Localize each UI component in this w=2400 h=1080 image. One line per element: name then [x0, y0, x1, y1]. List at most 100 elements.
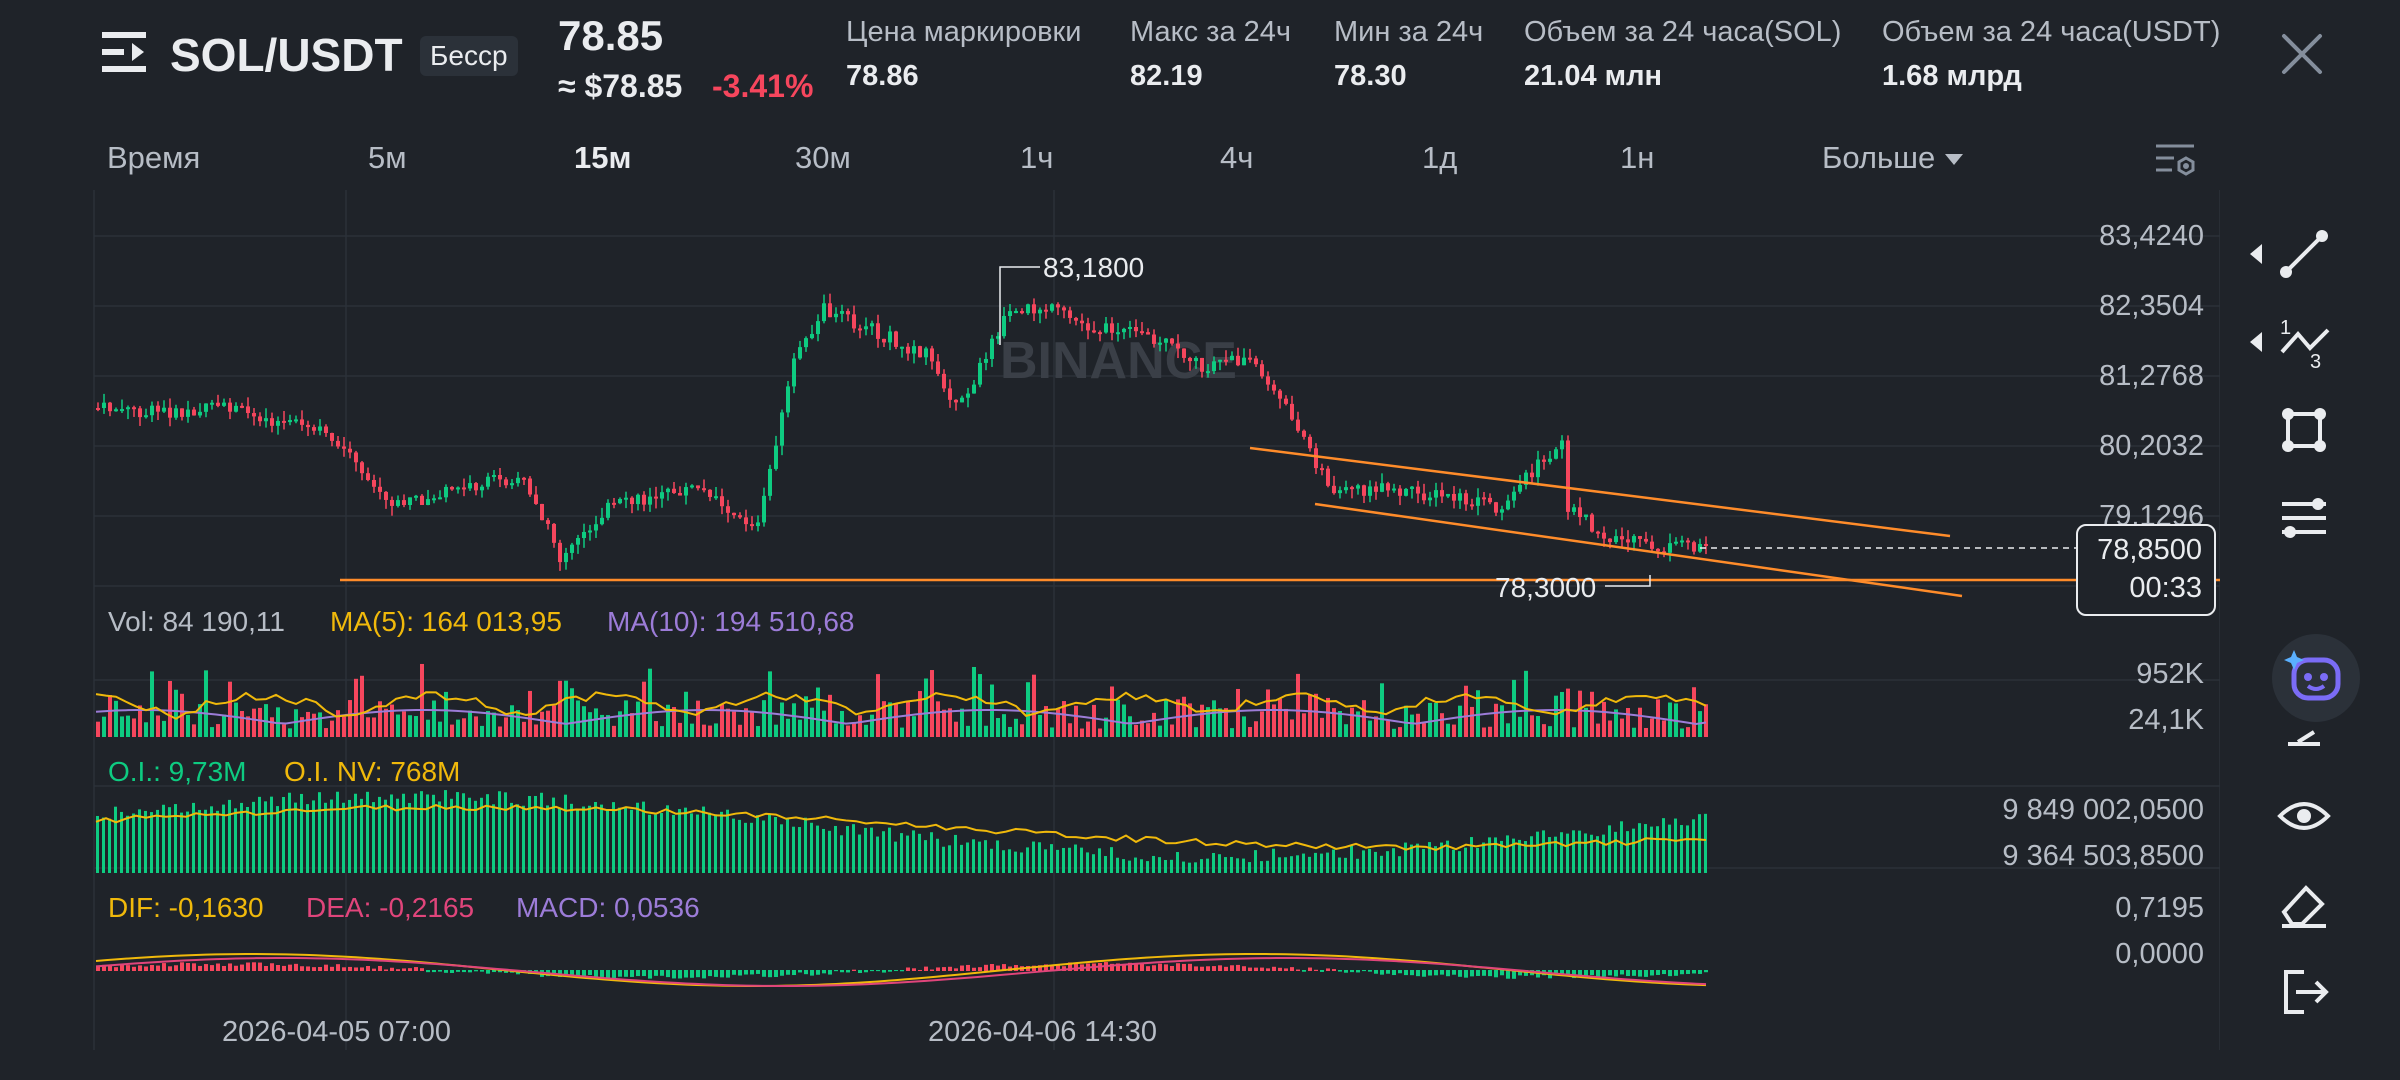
candle-body: [1008, 311, 1012, 316]
macd-bar: [378, 965, 382, 971]
macd-bar: [498, 970, 502, 973]
volume-bar: [1278, 698, 1282, 737]
macd-bar: [774, 970, 778, 978]
candle-body: [1542, 459, 1546, 462]
candle-body: [954, 399, 958, 403]
candle-body: [522, 477, 526, 480]
caret-left-icon[interactable]: [2250, 244, 2262, 264]
price-axis-label: 82,3504: [2099, 290, 2204, 322]
oi-bar: [660, 813, 663, 873]
macd-bar: [198, 965, 202, 971]
eraser-tool[interactable]: [2274, 874, 2344, 934]
volume-bar: [324, 728, 328, 737]
oi-bar: [1020, 852, 1023, 873]
oi-bar: [846, 826, 849, 873]
pair-title[interactable]: SOL/USDT: [170, 29, 403, 81]
tab-15m[interactable]: 15м: [574, 140, 632, 175]
oi-bar: [1014, 851, 1017, 873]
oi-bar: [1632, 828, 1635, 873]
volume-bar: [708, 725, 712, 737]
tab-time[interactable]: Время: [107, 140, 201, 175]
oi-bar: [792, 826, 795, 873]
chart-settings-icon[interactable]: [2154, 140, 2196, 180]
macd-bar: [1110, 963, 1114, 971]
macd-bar: [906, 967, 910, 971]
menu-icon[interactable]: [102, 30, 150, 74]
candle-body: [318, 426, 322, 431]
candle-body: [1446, 493, 1450, 497]
macd-bar: [1284, 968, 1288, 971]
oi-bar: [342, 802, 345, 873]
macd-bar: [120, 964, 124, 971]
volume-bar: [408, 715, 412, 737]
volume-bar: [1422, 723, 1426, 737]
macd-bar: [1434, 970, 1438, 976]
volume-bar: [858, 715, 862, 737]
macd-bar: [156, 965, 160, 971]
volume-bar: [1650, 718, 1654, 737]
macd-bar: [600, 970, 604, 977]
candle-body: [1536, 459, 1540, 478]
tab-4h[interactable]: 4ч: [1220, 140, 1254, 175]
visibility-tool[interactable]: [2274, 786, 2344, 846]
oi-bar: [648, 814, 651, 873]
oi-bar: [1248, 862, 1251, 873]
tab-1w[interactable]: 1н: [1620, 140, 1655, 175]
chart-canvas[interactable]: BINANCE: [0, 190, 2220, 1050]
candle-body: [1356, 485, 1360, 489]
parallel-lines-tool[interactable]: [2274, 488, 2344, 548]
oi-bar: [1254, 850, 1257, 873]
volume-bar: [1572, 727, 1576, 737]
volume-bar: [846, 725, 850, 737]
oi-bar: [1140, 859, 1143, 873]
candle-body: [930, 348, 934, 362]
macd-bar: [966, 964, 970, 971]
tab-1d[interactable]: 1д: [1422, 140, 1458, 175]
candle-body: [1116, 332, 1120, 335]
candle-body: [378, 486, 382, 492]
volume-bar: [558, 680, 562, 737]
candle-body: [876, 323, 880, 339]
close-icon[interactable]: [2280, 32, 2324, 76]
candle-body: [696, 485, 700, 489]
measure-tool[interactable]: [2274, 724, 2344, 784]
oi-bar: [1458, 851, 1461, 873]
oi-bar: [432, 794, 435, 873]
volume-bar: [684, 691, 688, 737]
exit-drawing-tool[interactable]: [2274, 962, 2344, 1022]
macd-bar: [960, 965, 964, 971]
volume-bar: [1218, 708, 1222, 737]
candle-body: [714, 496, 718, 499]
candle-body: [474, 483, 478, 491]
rectangle-tool[interactable]: [2274, 400, 2344, 460]
volume-bar: [108, 695, 112, 737]
macd-bar: [294, 963, 298, 971]
candle-body: [102, 402, 106, 409]
macd-bar: [804, 970, 808, 975]
trend-line-tool[interactable]: [2274, 224, 2344, 284]
volume-bar: [414, 716, 418, 737]
oi-bar: [1440, 842, 1443, 873]
caret-left-icon[interactable]: [2250, 332, 2262, 352]
macd-bar: [930, 969, 934, 971]
tab-more[interactable]: Больше: [1822, 140, 1964, 176]
macd-bar: [1560, 970, 1564, 976]
candle-body: [1056, 304, 1060, 308]
macd-bar: [1230, 965, 1234, 971]
candle-body: [1086, 323, 1090, 331]
volume-bar: [1536, 716, 1540, 737]
oi-bar: [594, 801, 597, 873]
ai-assistant-button[interactable]: [2270, 632, 2362, 724]
candle-body: [1254, 358, 1258, 365]
tab-1h[interactable]: 1ч: [1020, 140, 1054, 175]
tab-5m[interactable]: 5м: [368, 140, 407, 175]
candle-body: [504, 479, 508, 486]
tab-30m[interactable]: 30м: [795, 140, 851, 175]
candle-countdown: 00:33: [2129, 572, 2202, 604]
oi-bar: [1170, 859, 1173, 873]
oi-bar: [1110, 847, 1113, 873]
oi-bar: [222, 804, 225, 873]
volume-bar: [1068, 723, 1072, 737]
volume-series: [95, 663, 1708, 737]
